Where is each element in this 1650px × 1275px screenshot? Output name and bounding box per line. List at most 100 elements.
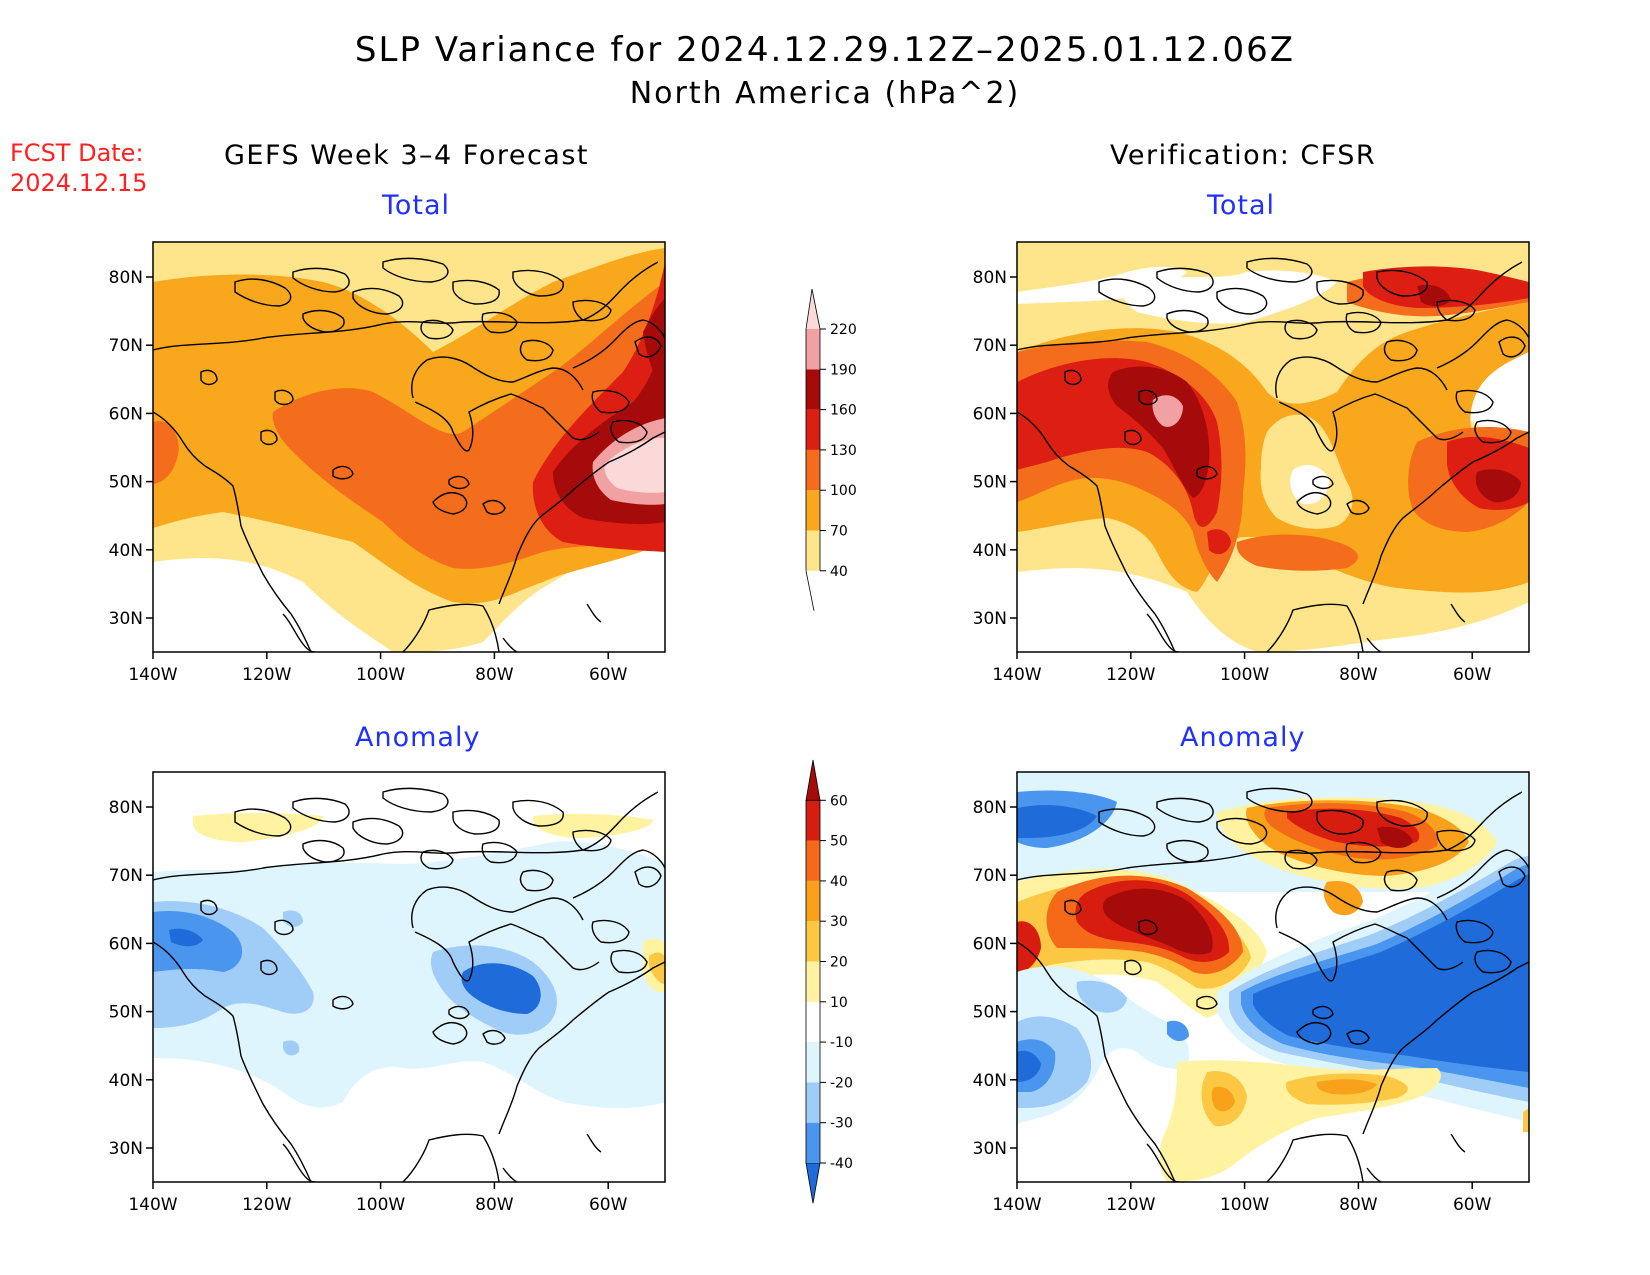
lat-tick-label: 70N xyxy=(973,866,1007,886)
forecast-date-value: 2024.12.15 xyxy=(10,169,148,197)
colorbar-swatch xyxy=(806,840,820,881)
lon-tick-label: 120W xyxy=(242,665,291,685)
colorbar-label: 160 xyxy=(830,403,857,419)
colorbar-label: 100 xyxy=(830,483,857,499)
lat-tick-label: 60N xyxy=(973,934,1007,954)
colorbar-label: -40 xyxy=(830,1156,853,1172)
lat-tick-label: 40N xyxy=(109,1071,143,1091)
lon-tick-label: 140W xyxy=(128,1195,177,1215)
colorbar-label: 10 xyxy=(830,995,848,1011)
lat-tick-label: 60N xyxy=(973,404,1007,424)
lon-tick-label: 120W xyxy=(1106,1195,1155,1215)
colorbar-swatch xyxy=(806,369,820,410)
colorbar-swatch xyxy=(805,759,821,801)
lat-tick-label: 50N xyxy=(973,1003,1007,1023)
axes-forecast-anomaly: 140W 120W 100W 80W 60W 80N 70N 60N 50N 40N 30N xyxy=(109,798,628,1215)
lon-tick-label: 140W xyxy=(992,665,1041,685)
panel-title-forecast-anomaly: Anomaly xyxy=(355,722,481,753)
colorbar-swatch xyxy=(806,880,820,922)
lon-tick-label: 60W xyxy=(1453,1195,1492,1215)
forecast-column-header: GEFS Week 3–4 Forecast xyxy=(224,140,590,171)
colorbar-swatch xyxy=(805,1162,821,1204)
lat-tick-label: 80N xyxy=(109,268,143,288)
frame-forecast-anomaly xyxy=(152,771,666,1183)
colorbar-label: 190 xyxy=(830,362,857,378)
lat-tick-label: 50N xyxy=(973,473,1007,493)
map-forecast-total xyxy=(153,242,665,652)
panel-title-forecast-total: Total xyxy=(382,190,451,221)
lon-tick-label: 100W xyxy=(356,665,405,685)
lon-tick-label: 60W xyxy=(589,1195,628,1215)
colorbar-label: 40 xyxy=(830,564,848,580)
colorbar-swatch xyxy=(806,449,820,491)
colorbar-swatch xyxy=(806,1122,820,1163)
colorbar-swatch xyxy=(806,329,820,370)
lon-tick-label: 120W xyxy=(1106,665,1155,685)
lon-tick-label: 120W xyxy=(242,1195,291,1215)
colorbar-label: 220 xyxy=(830,322,857,338)
lat-tick-label: 30N xyxy=(973,609,1007,629)
lon-tick-label: 100W xyxy=(1220,1195,1269,1215)
lon-tick-label: 80W xyxy=(1339,665,1378,685)
colorbar-swatch xyxy=(806,530,820,571)
lat-tick-label: 50N xyxy=(109,473,143,493)
axes-verification-total: 140W 120W 100W 80W 60W 80N 70N 60N 50N 40N 30N xyxy=(973,268,1492,685)
anomaly-colorbar: -40 -30 -20 -10 10 20 30 40 50 60 xyxy=(805,759,853,1204)
lon-tick-label: 100W xyxy=(356,1195,405,1215)
colorbars: 40 70 100 130 160 190 220 -40 -30 -20 -10 10 20 30 40 5… xyxy=(805,288,857,1204)
lat-tick-label: 40N xyxy=(973,541,1007,561)
lat-tick-label: 30N xyxy=(109,609,143,629)
lat-tick-label: 60N xyxy=(109,404,143,424)
lat-tick-label: 40N xyxy=(109,541,143,561)
panel-title-verification-anomaly: Anomaly xyxy=(1180,722,1306,753)
lon-tick-label: 140W xyxy=(128,665,177,685)
colorbar-label: 70 xyxy=(830,524,848,540)
lat-tick-label: 70N xyxy=(109,336,143,356)
lat-tick-label: 80N xyxy=(109,798,143,818)
forecast-date-label: FCST Date: xyxy=(10,139,144,167)
lat-tick-label: 50N xyxy=(109,1003,143,1023)
lat-tick-label: 70N xyxy=(109,866,143,886)
panel-title-verification-total: Total xyxy=(1207,190,1276,221)
frame-verification-total xyxy=(1016,241,1530,653)
colorbar-swatch xyxy=(806,961,820,1002)
lat-tick-label: 80N xyxy=(973,268,1007,288)
colorbar-swatch xyxy=(806,1042,820,1083)
verification-column-header: Verification: CFSR xyxy=(1110,140,1377,171)
axes-layer: 140W 120W 100W 80W 60W 80N 70N 60N 50N 40N 30N 140W… xyxy=(109,268,1492,1215)
lat-tick-label: 40N xyxy=(973,1071,1007,1091)
colorbar-swatch xyxy=(806,490,820,531)
colorbar-label: 40 xyxy=(830,874,848,890)
frame-forecast-total xyxy=(152,241,666,653)
colorbar-label: -30 xyxy=(830,1116,853,1132)
colorbar-label: 60 xyxy=(830,793,848,809)
colorbar-label: 130 xyxy=(830,443,857,459)
chart-subtitle: North America (hPa^2) xyxy=(629,76,1021,111)
colorbar-swatch xyxy=(805,288,821,330)
axes-forecast-total: 140W 120W 100W 80W 60W 80N 70N 60N 50N 40N 30N xyxy=(109,268,628,685)
colorbar-swatch xyxy=(806,1001,820,1043)
colorbar-swatch xyxy=(806,409,820,450)
lon-tick-label: 80W xyxy=(475,665,514,685)
map-forecast-anomaly xyxy=(153,772,665,1182)
frame-verification-anomaly xyxy=(1016,771,1530,1183)
lon-tick-label: 80W xyxy=(1339,1195,1378,1215)
lat-tick-label: 30N xyxy=(109,1139,143,1159)
lat-tick-label: 80N xyxy=(973,798,1007,818)
lat-tick-label: 30N xyxy=(973,1139,1007,1159)
colorbar-label: 50 xyxy=(830,834,848,850)
colorbar-label: 20 xyxy=(830,955,848,971)
colorbar-swatch xyxy=(806,921,820,962)
map-verification-anomaly xyxy=(1017,772,1529,1182)
colorbar-swatch xyxy=(806,800,820,841)
total-colorbar: 40 70 100 130 160 190 220 xyxy=(805,288,857,611)
chart-title: SLP Variance for 2024.12.29.12Z–2025.01.… xyxy=(354,30,1296,70)
lon-tick-label: 80W xyxy=(475,1195,514,1215)
colorbar-label: -20 xyxy=(830,1075,853,1091)
forecast-date-block: FCST Date: 2024.12.15 xyxy=(10,138,147,198)
colorbar-swatch xyxy=(806,1082,820,1123)
colorbar-label: -10 xyxy=(830,1035,853,1051)
lon-tick-label: 100W xyxy=(1220,665,1269,685)
map-verification-total xyxy=(1017,242,1529,652)
